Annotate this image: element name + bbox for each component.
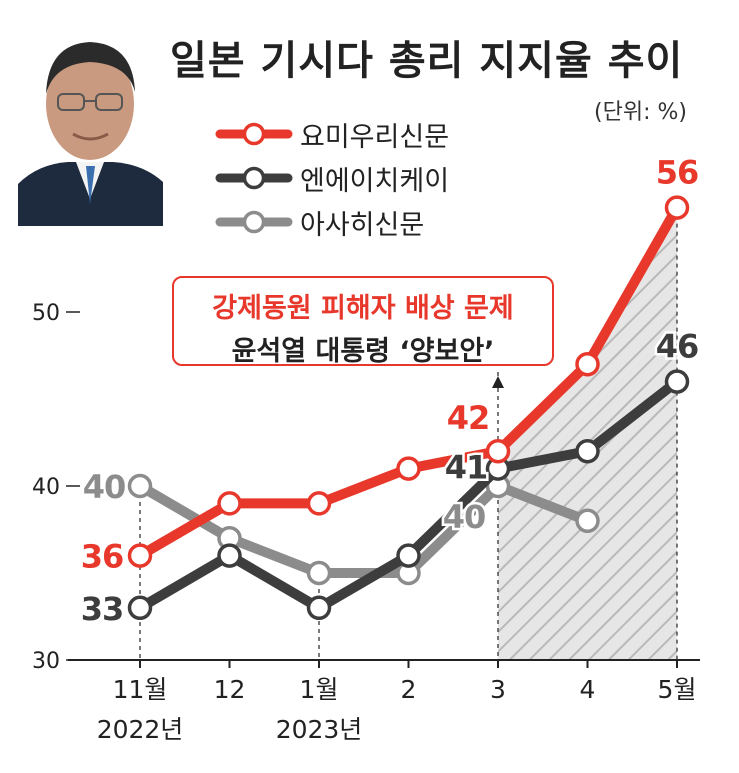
data-label-asahi-4: 40 — [443, 498, 486, 536]
y-tick-label-1: 40 — [32, 475, 60, 500]
x-year-label-0: 2022년 — [97, 715, 184, 744]
x-tick-label-0: 11월 — [113, 675, 168, 704]
point-nhk-5 — [575, 438, 600, 464]
point-yomiuri-0 — [127, 543, 153, 568]
legend-item-nhk: 엔에이치케이 — [214, 156, 449, 200]
point-nhk-1 — [217, 543, 242, 568]
shaded-period-area — [498, 207, 677, 660]
point-yomiuri-6 — [664, 195, 690, 220]
point-yomiuri-3 — [396, 456, 421, 481]
point-nhk-6 — [664, 369, 690, 394]
annotation-line-2: 윤석열 대통령 ‘양보안’ — [231, 336, 495, 367]
y-tick-label-0: 30 — [32, 649, 60, 674]
point-nhk-2 — [306, 595, 332, 621]
point-yomiuri-4 — [485, 438, 511, 464]
legend-label-yomiuri: 요미우리신문 — [300, 121, 450, 153]
x-tick-label-6: 5월 — [658, 675, 697, 704]
x-tick-label-2: 1월 — [300, 675, 339, 704]
annotation-box: 강제동원 피해자 배상 문제 윤석열 대통령 ‘양보안’ — [172, 276, 554, 367]
point-asahi-2 — [306, 560, 332, 586]
legend-item-yomiuri: 요미우리신문 — [214, 112, 449, 156]
x-tick-label-5: 4 — [580, 675, 596, 704]
x-tick-label-3: 2 — [401, 675, 417, 704]
legend-label-asahi: 아사히신문 — [300, 209, 425, 241]
x-year-label-2: 2023년 — [276, 715, 363, 744]
data-label-nhk-4: 41 — [445, 449, 488, 487]
data-label-yomiuri-6: 56 — [656, 154, 699, 192]
point-asahi-5 — [575, 508, 600, 534]
x-tick-label-4: 3 — [490, 675, 506, 704]
data-label-yomiuri-0: 36 — [81, 538, 124, 576]
chart-title: 일본 기시다 총리 지지율 추이 — [170, 38, 684, 84]
x-tick-label-1: 12 — [214, 675, 246, 704]
data-label-asahi-0: 40 — [83, 468, 126, 506]
y-tick-label-2: 50 — [32, 301, 60, 326]
point-nhk-0 — [127, 595, 153, 621]
point-asahi-0 — [127, 473, 153, 499]
prime-minister-photo — [18, 14, 163, 226]
series-line-asahi — [135, 481, 593, 578]
unit-label: (단위: %) — [594, 100, 687, 125]
legend-label-nhk: 엔에이치케이 — [300, 165, 450, 197]
point-yomiuri-5 — [575, 351, 600, 377]
annotation-line-1: 강제동원 피해자 배상 문제 — [212, 293, 514, 324]
annotation-arrow — [492, 376, 504, 388]
data-label-nhk-0: 33 — [81, 590, 124, 628]
legend-swatch-nhk — [215, 166, 293, 190]
data-label-yomiuri-4: 42 — [447, 399, 490, 437]
data-label-nhk-6: 46 — [656, 328, 699, 366]
legend-swatch-asahi — [215, 210, 293, 234]
point-yomiuri-2 — [306, 491, 332, 516]
point-nhk-3 — [396, 543, 421, 568]
point-yomiuri-1 — [217, 491, 242, 516]
legend: 요미우리신문 엔에이치케이 아사히신문 — [214, 112, 449, 244]
legend-swatch-yomiuri — [215, 122, 293, 146]
legend-item-asahi: 아사히신문 — [214, 200, 449, 244]
